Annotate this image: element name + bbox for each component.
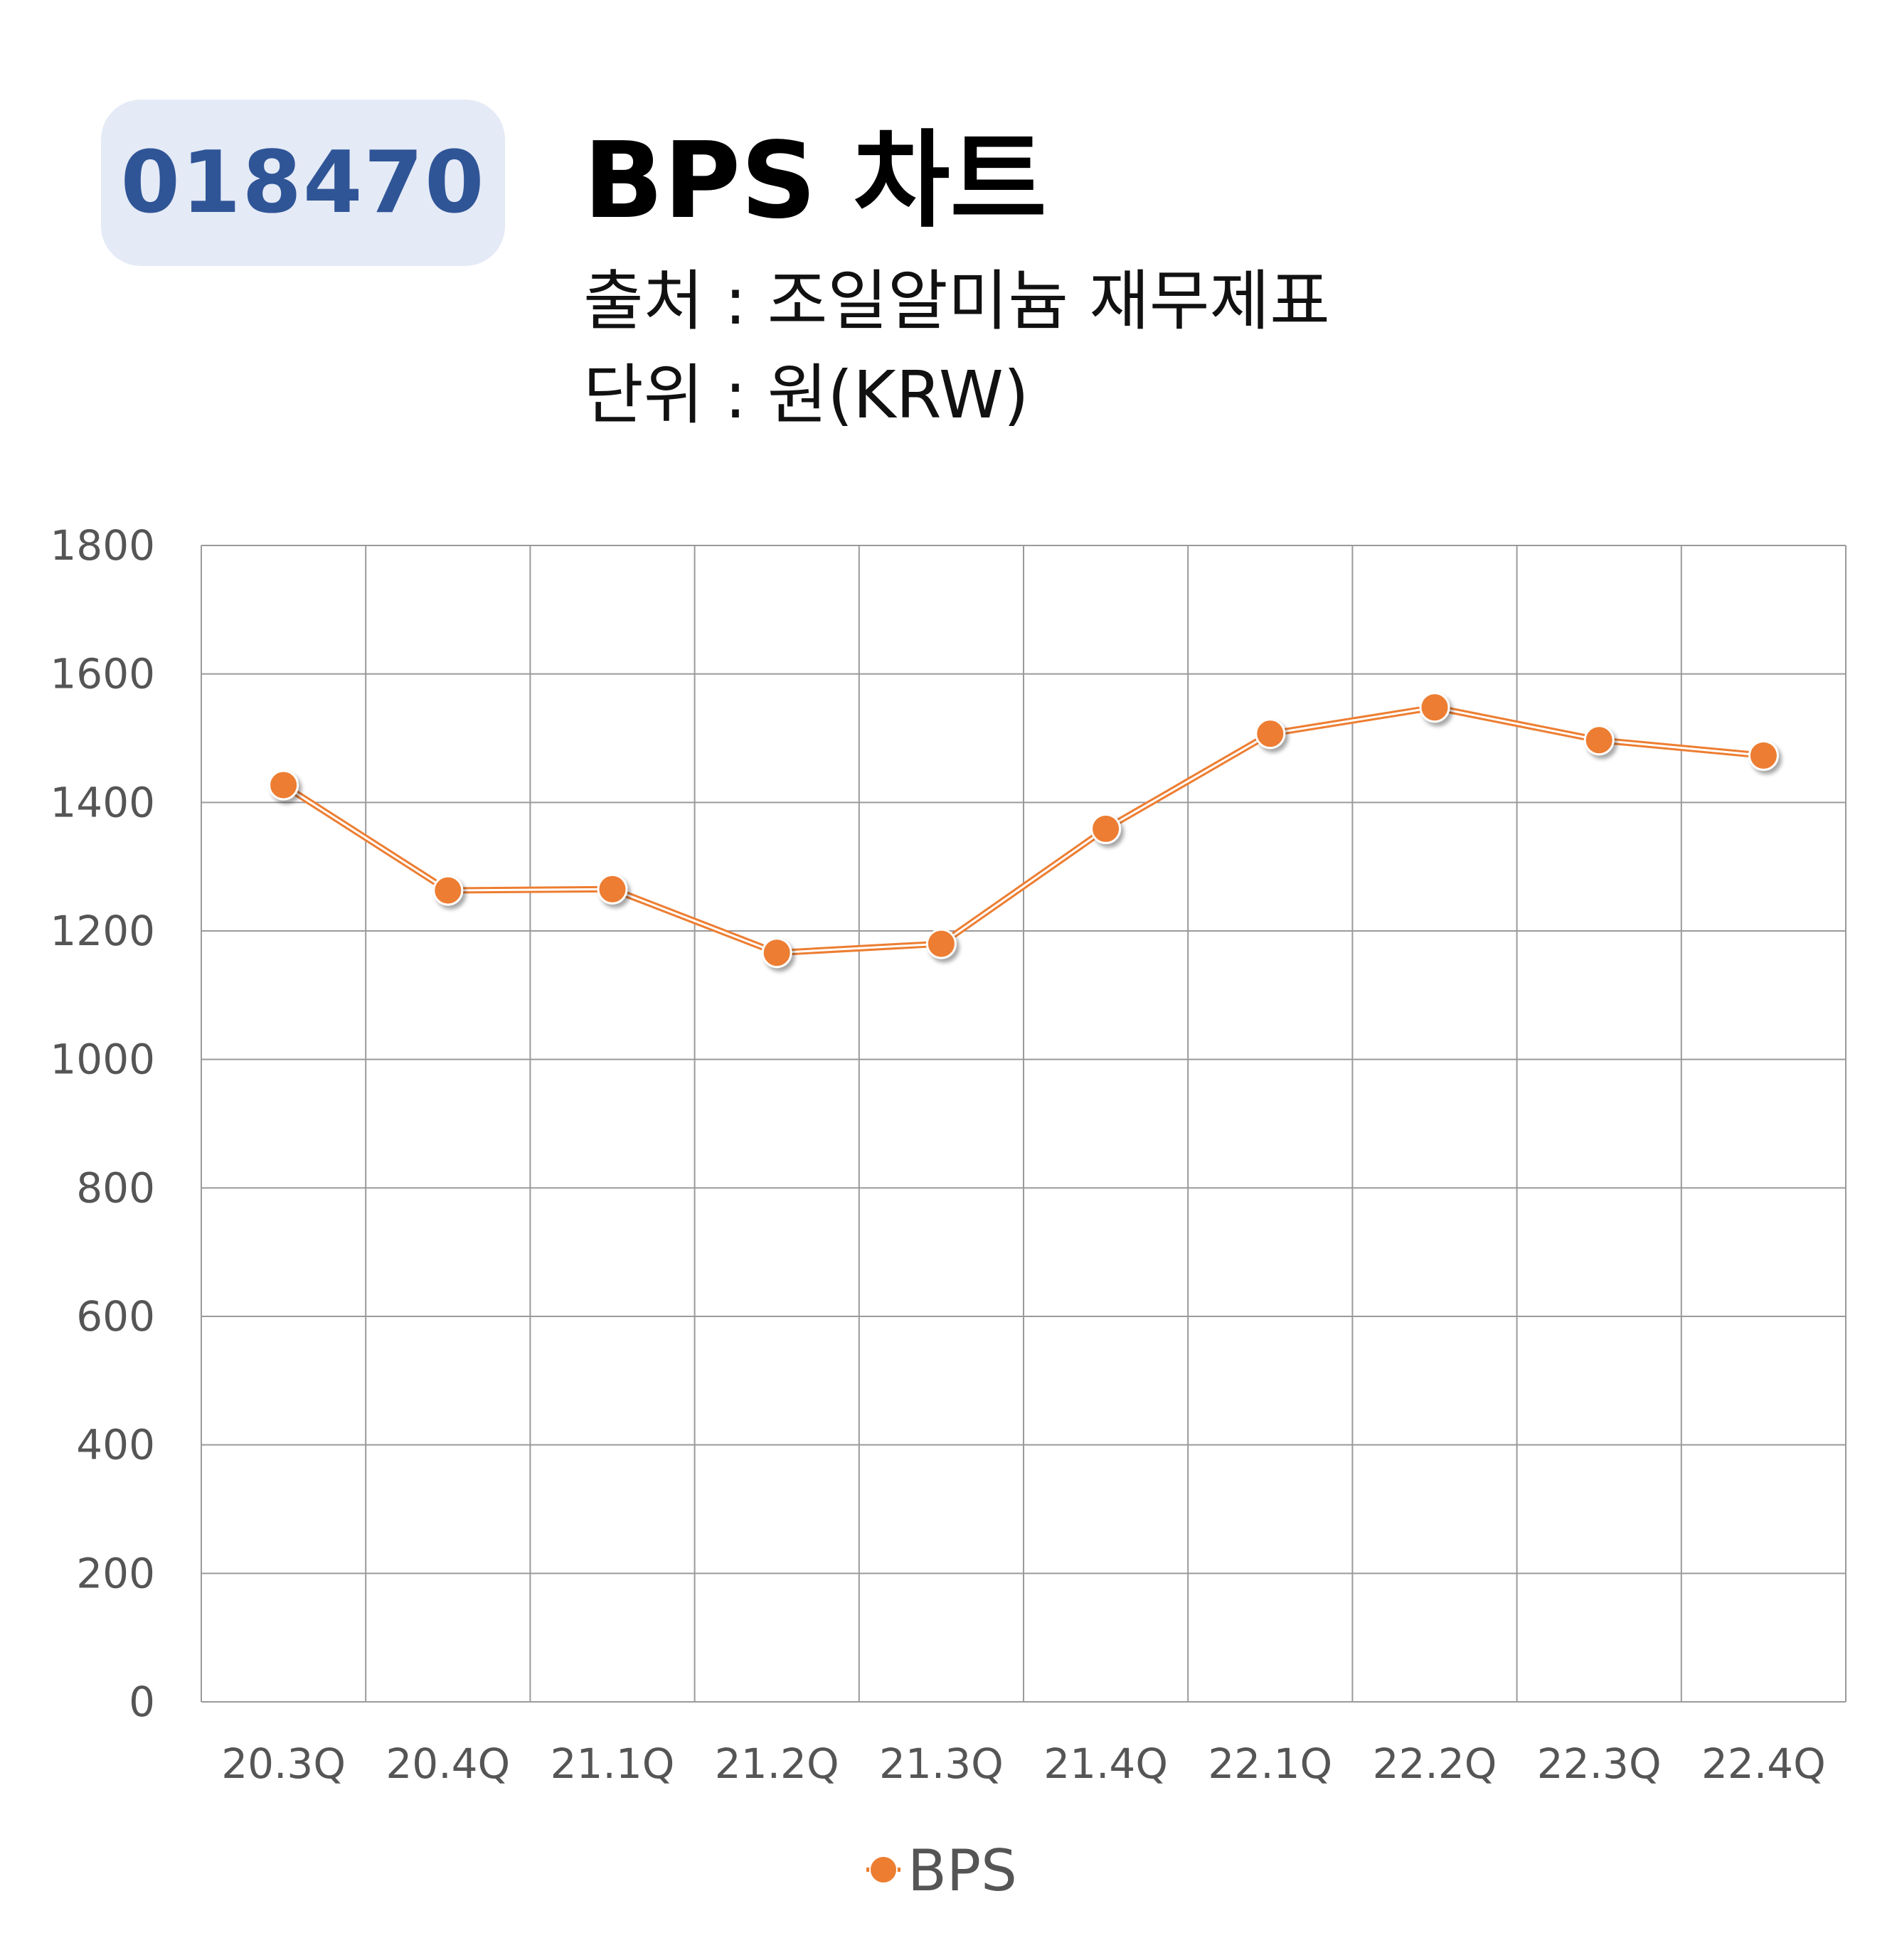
data-point [1255, 718, 1286, 750]
x-tick-label: 21.3Q [879, 1740, 1004, 1788]
y-tick-label: 200 [76, 1549, 155, 1597]
data-point [1090, 813, 1122, 844]
x-tick-label: 21.2Q [715, 1740, 839, 1788]
y-tick-label: 800 [76, 1163, 155, 1212]
series-line-inner [282, 706, 1765, 954]
x-tick-label: 20.3Q [221, 1740, 346, 1788]
data-point [1419, 692, 1450, 723]
y-tick-label: 1600 [50, 650, 155, 698]
data-point [432, 875, 464, 906]
chart-unit: 단위 : 원(KRW) [583, 357, 1029, 433]
y-tick-label: 1400 [50, 778, 155, 826]
x-tick-label: 22.3Q [1537, 1740, 1662, 1788]
stock-code: 018470 [120, 133, 486, 233]
legend: BPS [866, 1838, 1017, 1904]
data-point [597, 873, 628, 905]
x-tick-label: 21.1Q [551, 1740, 675, 1788]
data-point [268, 769, 299, 801]
grid-lines [201, 545, 1846, 1703]
x-tick-label: 22.1Q [1208, 1740, 1332, 1788]
y-tick-label: 600 [76, 1292, 155, 1341]
y-tick-label: 400 [76, 1421, 155, 1469]
x-tick-label: 20.4Q [386, 1740, 510, 1788]
stock-code-badge: 018470 [101, 100, 505, 266]
y-tick-label: 1000 [50, 1035, 155, 1084]
y-tick-label: 1200 [50, 907, 155, 955]
x-tick-label: 22.4Q [1701, 1740, 1826, 1788]
data-point [1748, 740, 1779, 771]
y-tick-label: 1800 [50, 521, 155, 570]
x-tick-label: 22.2Q [1373, 1740, 1497, 1788]
y-tick-label: 0 [129, 1678, 155, 1726]
chart-title: BPS 차트 [583, 119, 1047, 242]
data-point [761, 937, 792, 969]
series-bps [268, 692, 1779, 969]
legend-label: BPS [908, 1838, 1017, 1904]
y-axis-ticks: 0 200 400 600 800 1000 1200 1400 1600 1800 [50, 521, 155, 1726]
data-point [925, 928, 957, 959]
legend-marker [869, 1855, 898, 1884]
chart-source: 출처 : 조일알미늄 재무제표 [583, 263, 1330, 339]
x-axis-ticks: 20.3Q 20.4Q 21.1Q 21.2Q 21.3Q 21.4Q 22.1Q 22.2Q… [221, 1740, 1826, 1788]
data-point [1583, 725, 1615, 756]
x-tick-label: 21.4Q [1043, 1740, 1168, 1788]
